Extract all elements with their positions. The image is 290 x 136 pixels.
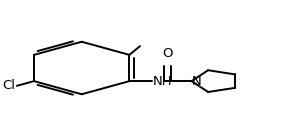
Text: O: O [162, 47, 173, 60]
Text: Cl: Cl [2, 79, 15, 92]
Text: NH: NH [152, 75, 172, 88]
Text: N: N [192, 75, 202, 88]
